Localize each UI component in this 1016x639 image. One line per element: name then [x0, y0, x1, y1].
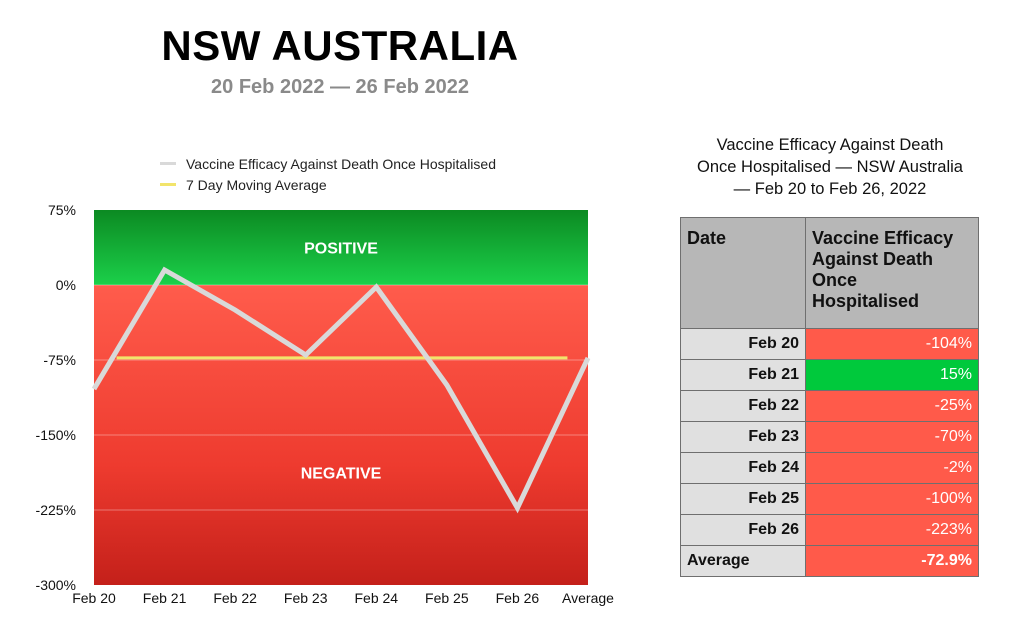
row-efficacy-value: -104%: [805, 328, 979, 360]
column-header-efficacy: Vaccine Efficacy Against Death Once Hosp…: [805, 217, 979, 329]
negative-zone-label: NEGATIVE: [301, 466, 382, 483]
row-date: Feb 22: [680, 390, 806, 422]
row-efficacy-value: -100%: [805, 483, 979, 515]
positive-zone: [94, 210, 588, 285]
row-efficacy-value: 15%: [805, 359, 979, 391]
column-header-line: Once: [812, 270, 858, 290]
x-tick-label: Feb 21: [143, 590, 187, 606]
row-date: Feb 26: [680, 514, 806, 546]
x-tick-label: Feb 26: [496, 590, 540, 606]
efficacy-line: [91, 266, 591, 514]
page-subtitle: 20 Feb 2022 — 26 Feb 2022: [211, 76, 469, 98]
chart-legend: Vaccine Efficacy Against Death Once Hosp…: [160, 153, 496, 195]
legend-item-moving-average: 7 Day Moving Average: [160, 174, 496, 195]
x-tick-label: Feb 25: [425, 590, 469, 606]
table-title-line: — Feb 20 to Feb 26, 2022: [733, 180, 927, 198]
row-efficacy-value: -25%: [805, 390, 979, 422]
table-title-line: Vaccine Efficacy Against Death: [716, 136, 944, 154]
table-row: Feb 25 -100%: [680, 483, 979, 515]
table-title: Vaccine Efficacy Against Death Once Hosp…: [668, 134, 992, 200]
average-row: Average -72.9%: [680, 545, 979, 577]
column-header-line: Hospitalised: [812, 291, 920, 311]
row-date: Feb 25: [680, 483, 806, 515]
row-efficacy-value: -2%: [805, 452, 979, 484]
y-tick-label: -75%: [43, 352, 76, 368]
table-title-line: Once Hospitalised — NSW Australia: [697, 158, 963, 176]
legend-swatch-moving-average: [160, 183, 176, 186]
efficacy-line-chart: POSITIVE NEGATIVE 75% 0% -75% -150% -225% -30…: [36, 202, 615, 606]
y-tick-label: -300%: [36, 577, 76, 593]
y-tick-label: -150%: [36, 427, 76, 443]
table-row: Feb 23 -70%: [680, 421, 979, 453]
legend-item-efficacy: Vaccine Efficacy Against Death Once Hosp…: [160, 153, 496, 174]
table-row: Feb 20 -104%: [680, 328, 979, 360]
table-row: Feb 21 15%: [680, 359, 979, 391]
x-tick-label: Feb 24: [354, 590, 398, 606]
column-header-line: Against Death: [812, 249, 934, 269]
legend-label-efficacy: Vaccine Efficacy Against Death Once Hosp…: [186, 155, 496, 172]
row-date: Feb 20: [680, 328, 806, 360]
row-date: Feb 21: [680, 359, 806, 391]
x-tick-label: Feb 20: [72, 590, 116, 606]
column-header-line: Vaccine Efficacy: [812, 228, 954, 248]
x-tick-label: Average: [562, 590, 614, 606]
table-header-row: Date Vaccine Efficacy Against Death Once…: [680, 217, 979, 329]
row-efficacy-value: -72.9%: [805, 545, 979, 577]
row-efficacy-value: -223%: [805, 514, 979, 546]
legend-label-moving-average: 7 Day Moving Average: [186, 176, 327, 193]
column-header-date: Date: [680, 217, 806, 329]
row-date: Feb 23: [680, 421, 806, 453]
negative-zone: [94, 285, 588, 585]
page-title: NSW AUSTRALIA: [161, 22, 519, 69]
y-tick-label: -225%: [36, 502, 76, 518]
x-tick-label: Feb 22: [213, 590, 257, 606]
row-date: Feb 24: [680, 452, 806, 484]
positive-zone-label: POSITIVE: [304, 241, 378, 258]
row-date: Average: [680, 545, 806, 577]
x-tick-label: Feb 23: [284, 590, 328, 606]
legend-swatch-efficacy: [160, 162, 176, 165]
y-tick-label: 75%: [48, 202, 76, 218]
table-row: Feb 24 -2%: [680, 452, 979, 484]
row-efficacy-value: -70%: [805, 421, 979, 453]
table-row: Feb 26 -223%: [680, 514, 979, 546]
efficacy-table: Date Vaccine Efficacy Against Death Once…: [680, 217, 979, 577]
table-row: Feb 22 -25%: [680, 390, 979, 422]
y-tick-label: 0%: [56, 277, 76, 293]
